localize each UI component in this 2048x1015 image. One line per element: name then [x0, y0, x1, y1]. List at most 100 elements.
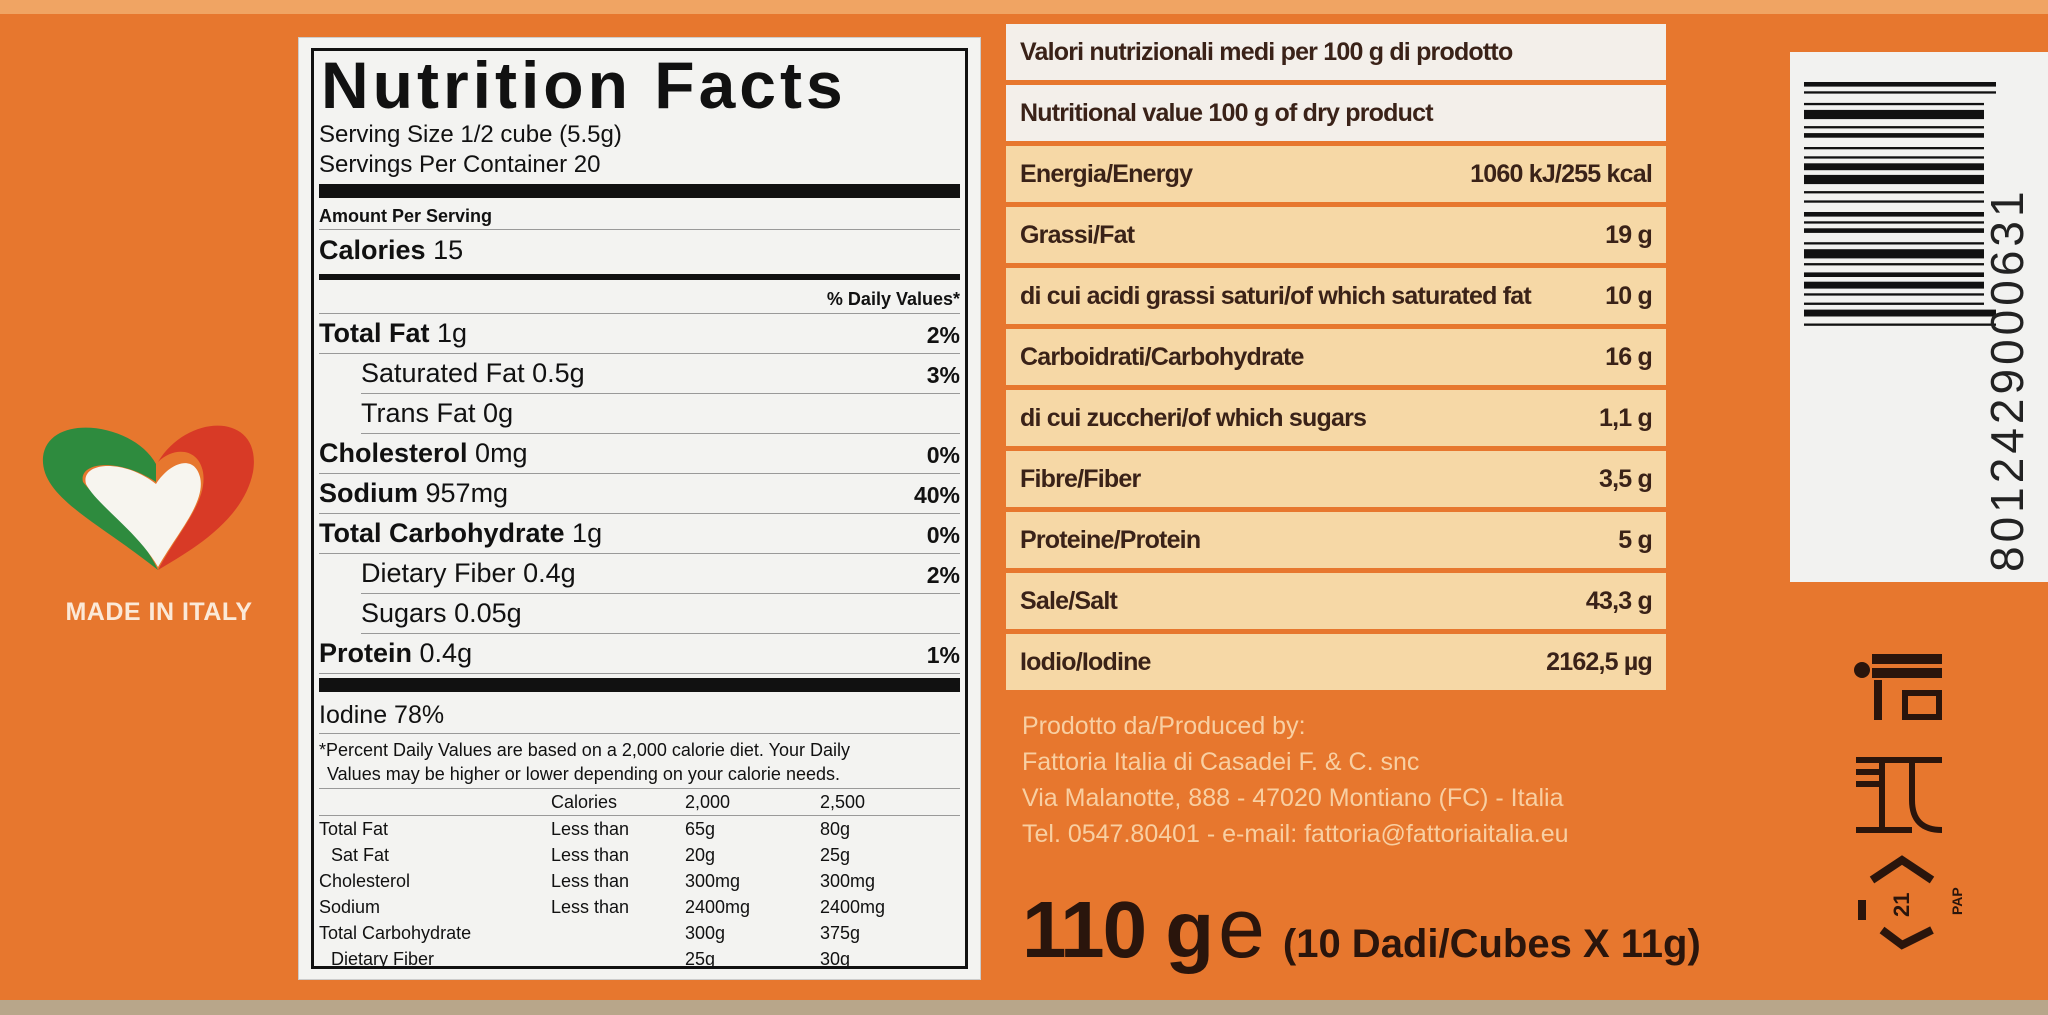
nutrient-daily-value: 0%: [926, 522, 960, 548]
footer-table-cell: Less than: [551, 819, 630, 839]
cubes-count: (10 Dadi/Cubes X 11g): [1282, 922, 1701, 966]
nutrition-facts-title: Nutrition Facts: [321, 48, 847, 122]
barcode-bar: [1804, 174, 1984, 185]
barcode-bar: [1804, 309, 1996, 317]
nutrient-daily-value: 40%: [913, 482, 960, 508]
nutrient-name: Trans Fat: [361, 398, 476, 428]
tidyman-icon: [1854, 654, 1942, 720]
producer-line: Fattoria Italia di Casadei F. & C. snc: [1022, 748, 1420, 776]
footer-table-cell: 300mg: [685, 871, 741, 891]
footer-table-cell: 2400mg: [820, 897, 886, 917]
italian-nutrition-table: Valori nutrizionali medi per 100 g di pr…: [1006, 24, 1666, 695]
barcode: 8012429000631: [1790, 52, 2048, 582]
nutrition-table-row: Sale/Salt 43,3 g: [1006, 573, 1666, 629]
barcode-bar: [1804, 249, 1984, 259]
nutrient-row: Dietary Fiber 0.4g 2%: [361, 554, 960, 594]
nutrient-amount: 0.5g: [532, 358, 585, 388]
footer-table-cell: Less than: [551, 871, 630, 891]
nutrient-row: Cholesterol 0mg 0%: [319, 434, 960, 474]
footer-table-cell: Sodium: [319, 897, 381, 917]
footer-table-row: Total Carbohydrate 300g 375g: [319, 920, 960, 946]
barcode-bar: [1804, 281, 1984, 289]
food-contact-icon: [1856, 757, 1943, 833]
nutrient-amount: 957mg: [425, 478, 509, 508]
barcode-bar: [1804, 156, 1984, 159]
footer-table-cell: Less than: [551, 845, 630, 865]
barcode-bar: [1804, 228, 1984, 233]
nutrient-row: Sodium 957mg 40%: [319, 474, 960, 514]
row-label: Carboidrati/Carbohydrate: [1020, 342, 1304, 371]
nutrient-amount: 1g: [572, 518, 603, 548]
nutrient-name: Dietary Fiber: [361, 558, 516, 588]
footnote-line: Values may be higher or lower depending …: [327, 764, 840, 784]
footer-table-cell: 375g: [820, 923, 861, 943]
table-header-english: Nutritional value 100 g of dry product: [1006, 85, 1666, 141]
nutrient-daily-value: 2%: [926, 562, 960, 588]
recycling-paper-icon: 21 PAP: [1858, 855, 1964, 950]
nutrient-name: Total Fat: [319, 318, 430, 348]
footer-table-cell: Total Fat: [319, 819, 389, 839]
footer-table-cell: 80g: [820, 819, 851, 839]
nutrient-amount: 0.05g: [454, 598, 522, 628]
row-label: Iodio/Iodine: [1020, 647, 1151, 676]
footer-table-cell: 30g: [820, 949, 851, 969]
nutrient-name: Sugars: [361, 598, 447, 628]
nutrient-row: Total Fat 1g 2%: [319, 314, 960, 354]
footer-table-cell: Less than: [551, 897, 630, 917]
footnote-line: *Percent Daily Values are based on a 2,0…: [319, 740, 850, 760]
barcode-bar: [1804, 91, 1996, 94]
nutrient-daily-value: 0%: [926, 442, 960, 468]
producer-info: Prodotto da/Produced by: Fattoria Italia…: [1022, 708, 1569, 852]
recycling-icons: 21 PAP: [1854, 654, 1964, 950]
nutrient-row: Trans Fat 0g: [361, 394, 960, 434]
footer-table-cell: 300g: [685, 923, 726, 943]
footer-table-row: Cholesterol Less than 300mg 300mg: [319, 868, 960, 894]
nutrient-amount: 0g: [483, 398, 514, 428]
row-label: Proteine/Protein: [1020, 525, 1201, 554]
daily-values-footer-table: Calories 2,000 2,500 Total Fat Less than 65g 8…: [319, 789, 960, 972]
row-value: 5 g: [1618, 525, 1653, 554]
barcode-bar: [1804, 163, 1984, 171]
footer-table-cell: 20g: [685, 845, 716, 865]
nutrient-name: Sodium: [319, 478, 418, 508]
footer-table-cell: 25g: [820, 845, 851, 865]
producer-line: Prodotto da/Produced by:: [1022, 712, 1306, 740]
nutrition-table-row: Energia/Energy 1060 kJ/255 kcal: [1006, 146, 1666, 202]
divider-medium: [319, 274, 960, 280]
footer-table-header: Calories 2,000 2,500: [319, 789, 960, 816]
footer-table-cell: 2,000: [685, 792, 731, 812]
barcode-bar: [1804, 200, 1984, 203]
header-text: Valori nutrizionali medi per 100 g di pr…: [1020, 37, 1513, 66]
nutrient-row: Saturated Fat 0.5g 3%: [361, 354, 960, 394]
nutrient-daily-value: 2%: [926, 322, 960, 348]
row-label: Energia/Energy: [1020, 159, 1193, 188]
footer-table-cell: 300mg: [820, 871, 876, 891]
footer-table-row: Dietary Fiber 25g 30g: [319, 946, 960, 972]
calories-label: Calories: [319, 235, 426, 265]
barcode-bar: [1804, 147, 1984, 150]
row-value: 1060 kJ/255 kcal: [1470, 159, 1653, 188]
nutrition-table-row: di cui acidi grassi saturi/of which satu…: [1006, 268, 1666, 324]
producer-line: Via Malanotte, 888 - 47020 Montiano (FC)…: [1022, 784, 1564, 812]
nutrient-daily-value: 1%: [926, 642, 960, 668]
footer-table-cell: Calories: [551, 792, 618, 812]
footer-table-cell: [551, 920, 685, 946]
nutrition-table-row: Proteine/Protein 5 g: [1006, 512, 1666, 568]
barcode-bar: [1804, 221, 1984, 224]
made-in-italy-text: MADE IN ITALY: [65, 598, 253, 626]
footer-table-cell: 2400mg: [685, 897, 751, 917]
nutrient-name: Saturated Fat: [361, 358, 525, 388]
row-value: 2162,5 µg: [1546, 647, 1653, 676]
footer-table-cell: Sat Fat: [331, 845, 390, 865]
barcode-bar: [1804, 126, 1984, 129]
row-label: Sale/Salt: [1020, 586, 1118, 615]
footer-table-cell: 65g: [685, 819, 716, 839]
row-value: 10 g: [1605, 281, 1653, 310]
row-label: Fibre/Fiber: [1020, 464, 1141, 493]
barcode-bar: [1804, 293, 1984, 296]
nutrient-row: Total Carbohydrate 1g 0%: [319, 514, 960, 554]
footer-table-row: Sat Fat Less than 20g 25g: [319, 842, 960, 868]
header-text: Nutritional value 100 g of dry product: [1020, 98, 1434, 127]
row-value: 43,3 g: [1585, 586, 1653, 615]
nutrient-name: Total Carbohydrate: [319, 518, 565, 548]
